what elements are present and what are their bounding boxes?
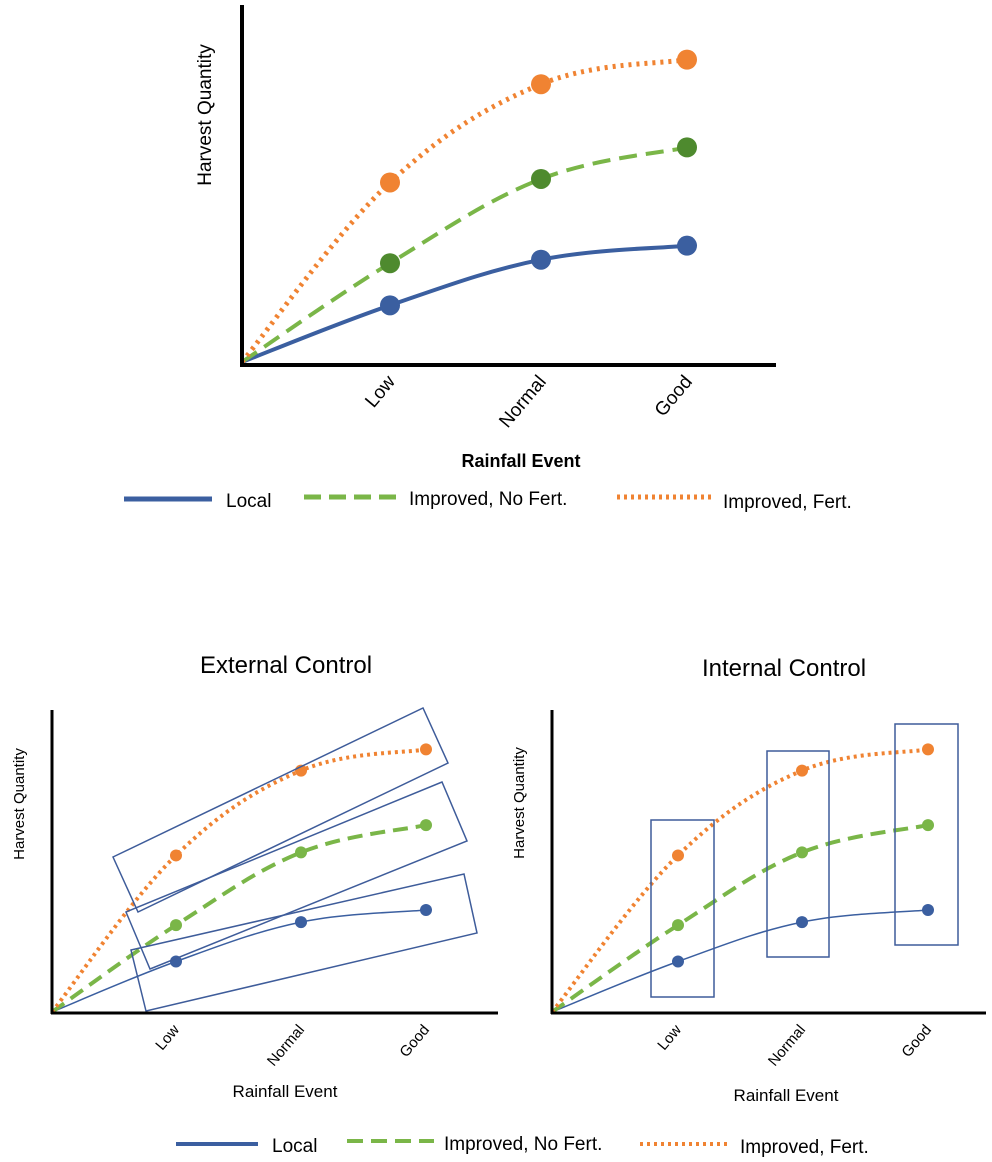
point-local-normal [295, 916, 307, 929]
series-line-improved-no-fert [240, 145, 688, 364]
point-improved-no-fert-low [170, 919, 182, 932]
series-line-improved-no-fert [50, 823, 427, 1014]
external-control-chart: External Control Harvest Quantity Low Nor… [11, 652, 498, 1101]
series-line-local [551, 909, 929, 1013]
point-improved-no-fert-normal [531, 168, 551, 189]
point-improved-fert-low [380, 172, 400, 193]
point-improved-fert-normal [796, 764, 808, 777]
point-local-good [922, 903, 934, 916]
group-box-low [650, 819, 715, 998]
point-local-good [677, 235, 697, 256]
point-improved-fert-low [672, 849, 684, 862]
legend-improved-no-fert-label: Improved, No Fert. [409, 489, 567, 510]
legend-improved-no-fert-label: Improved, No Fert. [444, 1134, 602, 1155]
point-improved-no-fert-good [677, 137, 697, 158]
point-improved-fert-good [420, 743, 432, 756]
point-improved-no-fert-low [672, 919, 684, 932]
series-line-improved-fert [240, 57, 688, 364]
top-chart: Harvest Quantity Low Normal Good Rainfall … [124, 5, 852, 513]
tick-label-good: Good [898, 1022, 935, 1061]
point-local-normal [531, 249, 551, 270]
point-improved-no-fert-good [922, 819, 934, 832]
internal-control-ylabel: Harvest Quantity [511, 747, 528, 859]
top-chart-legend: Local Improved, No Fert. Improved, Fert. [124, 489, 852, 513]
series-line-improved-no-fert [550, 823, 929, 1014]
point-improved-no-fert-good [420, 819, 432, 832]
tick-label-low: Low [654, 1022, 685, 1054]
point-improved-no-fert-low [380, 253, 400, 274]
top-chart-ylabel: Harvest Quantity [195, 44, 216, 186]
tick-label-low: Low [361, 372, 400, 412]
top-chart-xlabel: Rainfall Event [461, 451, 580, 471]
point-improved-no-fert-normal [295, 846, 307, 859]
tick-label-good: Good [651, 372, 697, 421]
group-box-improved-fert [112, 706, 449, 914]
legend-improved-fert-label: Improved, Fert. [723, 492, 852, 513]
tick-label-good: Good [396, 1022, 433, 1061]
external-control-xlabel: Rainfall Event [233, 1082, 338, 1101]
point-improved-no-fert-normal [796, 846, 808, 859]
series-line-improved-fert [50, 747, 427, 1014]
tick-label-normal: Normal [495, 372, 550, 432]
internal-control-title: Internal Control [702, 655, 866, 682]
series-line-local [51, 909, 427, 1013]
internal-control-chart: Internal Control Harvest Quantity Low Nor… [511, 655, 986, 1105]
group-box-normal [766, 750, 830, 958]
group-box-improved-no-fert [125, 781, 468, 970]
group-box-local [130, 873, 478, 1012]
tick-label-normal: Normal [765, 1022, 809, 1070]
series-line-improved-fert [550, 747, 929, 1014]
tick-label-normal: Normal [264, 1022, 308, 1070]
legend-local-label: Local [272, 1136, 317, 1157]
point-local-normal [796, 916, 808, 929]
external-control-boxes [112, 706, 478, 1012]
point-local-low [380, 295, 400, 316]
point-local-low [170, 955, 182, 968]
group-box-good [894, 723, 959, 946]
external-control-ylabel: Harvest Quantity [11, 748, 28, 860]
legend-local-label: Local [226, 491, 271, 512]
tick-label-low: Low [152, 1022, 183, 1054]
point-local-good [420, 903, 432, 916]
bottom-legend: Local Improved, No Fert. Improved, Fert. [176, 1134, 869, 1158]
external-control-title: External Control [200, 652, 372, 679]
series-line-local [241, 243, 688, 364]
point-local-low [672, 955, 684, 968]
internal-control-boxes [650, 723, 959, 998]
point-improved-fert-good [922, 743, 934, 756]
legend-improved-fert-label: Improved, Fert. [740, 1137, 869, 1158]
internal-control-xlabel: Rainfall Event [734, 1086, 839, 1105]
point-improved-fert-good [677, 49, 697, 70]
point-improved-fert-normal [531, 74, 551, 95]
point-improved-fert-low [170, 849, 182, 862]
